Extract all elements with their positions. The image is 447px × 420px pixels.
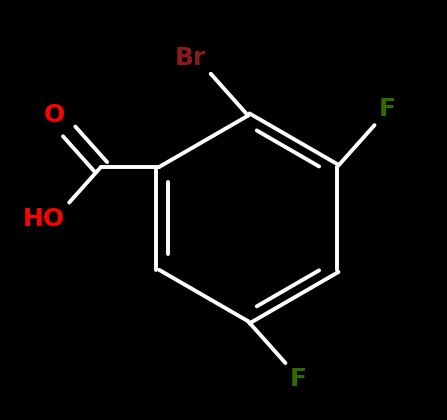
Text: Br: Br [175, 45, 206, 70]
Text: O: O [43, 103, 65, 127]
Text: F: F [379, 97, 396, 121]
Text: HO: HO [23, 207, 65, 231]
Text: F: F [290, 367, 307, 391]
